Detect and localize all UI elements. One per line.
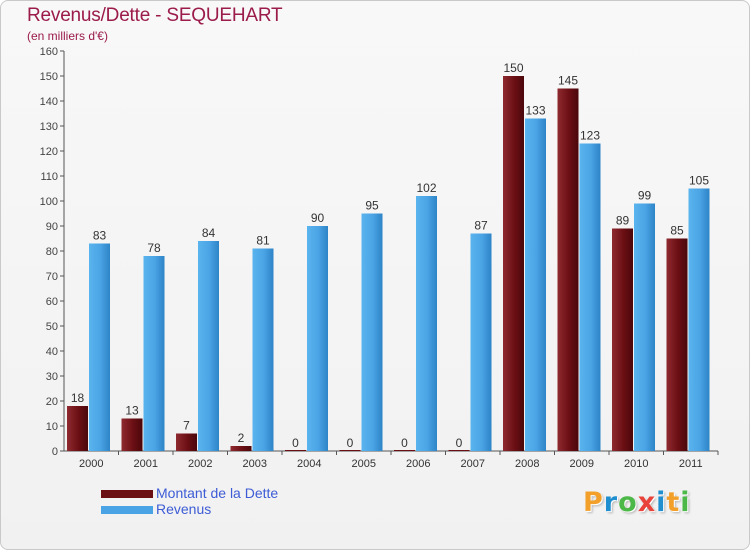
bar-revenue — [579, 143, 601, 451]
bar-revenue — [198, 241, 219, 451]
logo-letter: r — [603, 487, 619, 518]
y-tick-label: 140 — [40, 96, 58, 108]
data-label-revenue: 83 — [93, 229, 107, 243]
legend-label-debt: Montant de la Dette — [156, 485, 279, 501]
bar-debt — [121, 418, 143, 451]
legend-swatch-debt — [101, 490, 153, 498]
bar-revenue — [89, 243, 110, 451]
data-label-debt: 145 — [558, 74, 578, 88]
y-tick-label: 110 — [40, 171, 58, 183]
data-label-revenue: 81 — [256, 234, 270, 248]
y-tick-label: 130 — [40, 121, 58, 133]
bar-revenue — [361, 213, 383, 451]
bar-debt — [612, 228, 633, 451]
bar-revenue — [470, 233, 492, 451]
data-label-revenue: 84 — [202, 226, 216, 240]
x-tick-label: 2007 — [461, 458, 485, 470]
y-tick-label: 100 — [40, 196, 58, 208]
bar-revenue — [525, 118, 546, 451]
data-label-revenue: 123 — [580, 129, 600, 143]
bar-revenue — [143, 256, 165, 451]
data-label-debt: 85 — [670, 224, 684, 238]
data-label-revenue: 87 — [474, 219, 488, 233]
x-tick-label: 2005 — [352, 458, 376, 470]
bar-debt — [176, 433, 197, 451]
data-label-debt: 0 — [347, 436, 354, 450]
x-tick-label: 2011 — [679, 458, 703, 470]
y-tick-label: 80 — [46, 246, 58, 258]
logo-letter: P — [583, 487, 604, 518]
logo-letter: i — [680, 487, 691, 518]
legend-label-revenue: Revenus — [156, 501, 212, 517]
data-label-revenue: 95 — [365, 199, 379, 213]
bar-debt — [67, 406, 88, 451]
x-tick-label: 2010 — [624, 458, 648, 470]
bar-debt-baseline — [285, 450, 306, 451]
chart-title: Revenus/Dette - SEQUEHART — [27, 5, 283, 26]
y-tick-label: 50 — [46, 321, 58, 333]
legend-swatch-revenue — [101, 506, 153, 514]
y-tick-label: 20 — [46, 396, 58, 408]
logo-letter: x — [637, 487, 657, 518]
bar-revenue — [688, 188, 710, 451]
x-tick-label: 2008 — [515, 458, 539, 470]
bar-debt — [230, 446, 252, 451]
bar-revenue — [307, 226, 328, 451]
x-tick-label: 2006 — [406, 458, 430, 470]
data-label-revenue: 102 — [416, 181, 436, 195]
x-tick-label: 2009 — [570, 458, 594, 470]
data-label-revenue: 90 — [311, 211, 325, 225]
data-label-revenue: 133 — [525, 104, 545, 118]
y-tick-label: 120 — [40, 146, 58, 158]
y-tick-label: 40 — [46, 346, 58, 358]
data-label-debt: 2 — [238, 431, 245, 445]
y-tick-label: 10 — [46, 421, 58, 433]
data-label-debt: 18 — [71, 391, 85, 405]
data-label-debt: 0 — [292, 436, 299, 450]
x-tick-label: 2003 — [243, 458, 267, 470]
bar-debt-baseline — [339, 450, 361, 451]
x-tick-label: 2000 — [79, 458, 103, 470]
proxiti-logo: Proxiti — [583, 487, 691, 518]
y-tick-label: 60 — [46, 296, 58, 308]
y-tick-label: 0 — [52, 446, 58, 458]
bar-revenue — [252, 248, 274, 451]
bar-debt-baseline — [394, 450, 415, 451]
logo-letter: t — [666, 487, 681, 518]
x-tick-label: 2002 — [188, 458, 212, 470]
bar-debt-baseline — [448, 450, 470, 451]
logo-letter: i — [656, 487, 667, 518]
bar-revenue — [634, 203, 655, 451]
y-tick-label: 150 — [40, 71, 58, 83]
bar-debt — [666, 238, 688, 451]
y-tick-label: 70 — [46, 271, 58, 283]
data-label-revenue: 99 — [638, 189, 652, 203]
data-label-debt: 13 — [125, 404, 139, 418]
data-label-debt: 7 — [183, 419, 190, 433]
bar-debt — [503, 76, 524, 451]
bar-revenue — [416, 196, 437, 451]
logo-letter: o — [618, 487, 638, 518]
data-label-revenue: 78 — [147, 241, 161, 255]
bar-debt — [557, 88, 579, 451]
data-label-revenue: 105 — [689, 174, 709, 188]
x-tick-label: 2001 — [134, 458, 158, 470]
data-label-debt: 150 — [503, 61, 523, 75]
data-label-debt: 0 — [456, 436, 463, 450]
y-tick-label: 30 — [46, 371, 58, 383]
y-tick-label: 160 — [40, 46, 58, 58]
data-label-debt: 89 — [616, 214, 630, 228]
chart-subtitle: (en milliers d'€) — [27, 29, 108, 43]
data-label-debt: 0 — [401, 436, 408, 450]
y-tick-label: 90 — [46, 221, 58, 233]
x-tick-label: 2004 — [297, 458, 321, 470]
